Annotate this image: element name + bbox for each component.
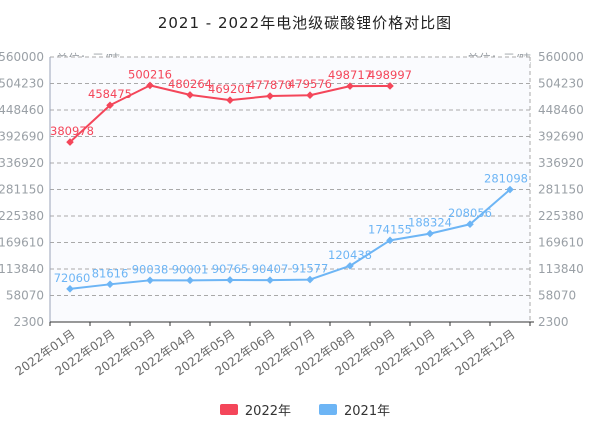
data-point-2022年 [266,92,274,100]
data-label-2021年: 72060 [54,271,91,285]
data-point-2021年 [306,275,314,284]
legend-swatch-2021 [319,404,337,415]
legend-item-2021[interactable]: 2021年 [319,400,390,419]
y-tick-label-right: 504230 [538,77,584,91]
y-tick-label-left: 504230 [0,77,44,91]
data-label-2021年: 208056 [448,206,492,220]
data-point-2021年 [506,185,514,194]
data-point-2021年 [106,280,114,289]
data-point-2021年 [226,276,234,284]
y-tick-label-right: 336920 [538,156,584,170]
y-tick-label-left: 225380 [0,209,44,223]
data-label-2021年: 91577 [292,262,329,276]
data-point-2022年 [386,82,394,90]
y-tick-label-right: 225380 [538,209,584,223]
data-label-2021年: 174155 [368,222,412,236]
data-label-2021年: 90038 [132,262,169,276]
data-label-2021年: 90407 [252,262,289,276]
data-label-2022年: 458475 [88,87,132,101]
chart-legend: 2022年 2021年 [0,400,610,419]
data-point-2021年 [426,229,434,238]
data-point-2021年 [186,276,194,285]
data-point-2021年 [466,220,474,229]
y-tick-label-right: 281150 [538,183,584,197]
data-point-2022年 [186,91,194,99]
data-point-2021年 [146,276,154,285]
data-label-2022年: 498997 [368,68,412,82]
data-label-2021年: 81616 [92,266,129,280]
legend-item-2022[interactable]: 2022年 [219,400,291,419]
data-label-2022年: 469201 [208,82,252,96]
chart-title: 2021 - 2022年电池级碳酸锂价格对比图 [157,14,453,32]
data-point-2021年 [386,236,394,245]
legend-label-2022: 2022年 [244,404,291,419]
y-tick-label-right: 448460 [538,103,584,117]
data-point-2022年 [346,82,354,90]
y-tick-label-left: 2300 [13,315,44,329]
data-label-2022年: 477870 [248,78,292,92]
y-tick-label-left: 58070 [6,289,44,303]
y-tick-label-right: 58070 [538,289,576,303]
y-tick-label-left: 560000 [0,50,44,64]
data-label-2021年: 90001 [172,262,209,276]
data-point-2022年 [146,81,154,90]
data-label-2021年: 188324 [408,216,452,230]
y-tick-label-right: 392690 [538,130,584,144]
data-point-2022年 [66,138,74,146]
y-tick-label-right: 169610 [538,236,584,250]
y-tick-label-right: 560000 [538,50,584,64]
y-tick-label-right: 113840 [538,262,584,276]
y-tick-label-right: 2300 [538,315,569,329]
data-label-2022年: 498717 [328,68,372,82]
data-point-2022年 [106,101,114,110]
y-tick-label-left: 448460 [0,103,44,117]
y-tick-label-left: 336920 [0,156,44,170]
data-label-2022年: 479576 [288,77,332,91]
legend-label-2021: 2021年 [344,404,391,419]
data-point-2021年 [266,276,274,284]
data-point-2022年 [226,96,234,104]
data-label-2022年: 380978 [50,124,94,138]
data-label-2021年: 90765 [212,262,249,276]
y-tick-label-left: 392690 [0,130,44,144]
y-tick-label-left: 281150 [0,183,44,197]
data-point-2021年 [346,262,354,270]
data-label-2021年: 120438 [328,248,372,262]
data-point-2021年 [66,285,74,293]
data-label-2022年: 480264 [168,77,212,91]
data-label-2021年: 281098 [484,172,528,186]
price-comparison-chart: 2300 2300 58070 58070 113840 113840 169610 1696… [0,50,584,379]
series-line-2021年 [69,188,511,290]
data-point-2022年 [306,91,314,100]
legend-swatch-2022 [219,404,238,415]
y-tick-label-left: 113840 [0,262,44,276]
y-tick-label-left: 169610 [0,236,44,250]
data-label-2022年: 500216 [128,67,172,81]
